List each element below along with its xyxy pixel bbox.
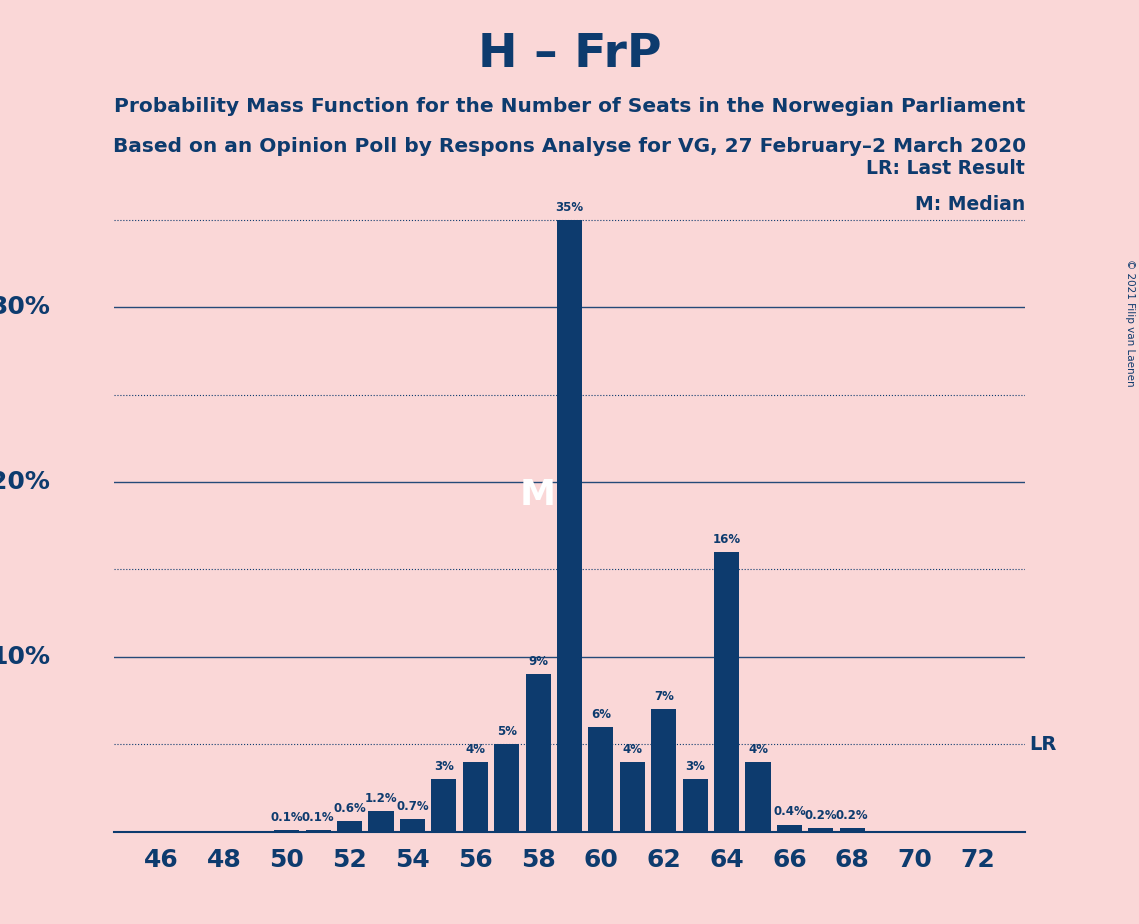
Bar <box>652 710 677 832</box>
Bar <box>337 821 362 832</box>
Bar <box>620 761 645 832</box>
Bar <box>682 779 707 832</box>
Text: 0.1%: 0.1% <box>270 810 303 823</box>
Text: LR: LR <box>1030 735 1057 754</box>
Text: 3%: 3% <box>434 760 453 773</box>
Text: H – FrP: H – FrP <box>477 32 662 78</box>
Bar <box>368 810 394 832</box>
Text: M: Median: M: Median <box>915 194 1025 213</box>
Text: 1.2%: 1.2% <box>364 792 398 805</box>
Bar <box>714 552 739 832</box>
Text: 30%: 30% <box>0 295 50 319</box>
Text: 9%: 9% <box>528 655 548 668</box>
Text: 0.1%: 0.1% <box>302 810 335 823</box>
Text: 0.2%: 0.2% <box>804 809 837 822</box>
Text: 4%: 4% <box>748 743 768 756</box>
Bar <box>305 830 330 832</box>
Text: LR: Last Result: LR: Last Result <box>867 159 1025 178</box>
Text: M: M <box>521 478 556 512</box>
Bar <box>839 828 865 832</box>
Text: 4%: 4% <box>622 743 642 756</box>
Text: 6%: 6% <box>591 708 611 721</box>
Bar <box>494 744 519 832</box>
Bar <box>462 761 487 832</box>
Bar <box>745 761 771 832</box>
Bar <box>274 830 300 832</box>
Text: 3%: 3% <box>686 760 705 773</box>
Bar <box>557 220 582 832</box>
Text: 20%: 20% <box>0 470 50 494</box>
Text: 0.6%: 0.6% <box>334 802 366 815</box>
Bar <box>400 820 425 832</box>
Bar <box>589 726 614 832</box>
Bar <box>525 675 550 832</box>
Text: 0.4%: 0.4% <box>773 806 805 819</box>
Text: 10%: 10% <box>0 645 50 669</box>
Text: 16%: 16% <box>713 533 740 546</box>
Text: 5%: 5% <box>497 725 517 738</box>
Text: © 2021 Filip van Laenen: © 2021 Filip van Laenen <box>1125 259 1134 386</box>
Text: 0.2%: 0.2% <box>836 809 869 822</box>
Bar <box>777 824 802 832</box>
Text: 4%: 4% <box>465 743 485 756</box>
Bar <box>809 828 834 832</box>
Text: Based on an Opinion Poll by Respons Analyse for VG, 27 February–2 March 2020: Based on an Opinion Poll by Respons Anal… <box>113 137 1026 156</box>
Text: 35%: 35% <box>556 201 583 213</box>
Text: 0.7%: 0.7% <box>396 800 428 813</box>
Bar <box>432 779 457 832</box>
Text: 7%: 7% <box>654 690 673 703</box>
Text: Probability Mass Function for the Number of Seats in the Norwegian Parliament: Probability Mass Function for the Number… <box>114 97 1025 116</box>
